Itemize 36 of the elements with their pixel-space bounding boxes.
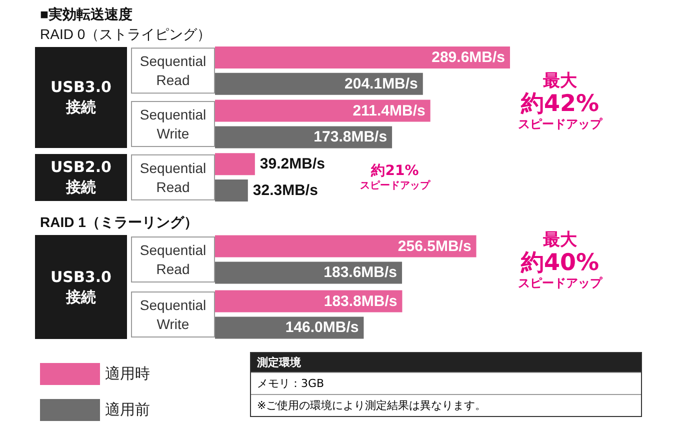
y-tick-label: Sequential Read xyxy=(140,160,206,195)
y-tick-label: Sequential Write xyxy=(140,297,206,332)
data-label: 289.6MB/s xyxy=(432,48,505,66)
text: メモリ：3GB xyxy=(251,372,641,394)
data-label: 183.6MB/s xyxy=(324,264,398,282)
annotation: スピードアップ xyxy=(360,180,430,192)
text: スピードアップ xyxy=(518,276,602,291)
data-label: 183.8MB/s xyxy=(324,292,398,310)
bar xyxy=(215,153,255,176)
legend-label: 適用前 xyxy=(105,402,150,418)
text: 最大 xyxy=(543,71,577,92)
y-tick-label: Sequential Read xyxy=(140,53,206,88)
data-label: 211.4MB/s xyxy=(352,102,426,120)
text: USB3.0 接続 xyxy=(50,267,112,307)
data-label: 146.0MB/s xyxy=(285,319,359,336)
chart-subtitle: RAID 0（ストライピング） xyxy=(40,26,212,42)
data-label: 173.8MB/s xyxy=(314,128,388,146)
data-label: 39.2MB/s xyxy=(260,156,325,173)
text: 最大 xyxy=(543,230,577,251)
text: スピードアップ xyxy=(518,117,602,132)
y-tick-label: Sequential Read xyxy=(140,242,206,277)
text: USB3.0 接続 xyxy=(50,77,112,118)
text: ■実効転送速度 xyxy=(40,6,132,22)
text: 約40% xyxy=(520,250,600,276)
y-tick-label: Sequential Write xyxy=(140,106,206,142)
text: 測定環境 xyxy=(251,353,641,372)
text: ※ご使用の環境により測定結果は異なります。 xyxy=(251,394,641,416)
legend-label: 適用時 xyxy=(105,366,150,382)
text: USB2.0 接続 xyxy=(50,157,112,198)
text: 約42% xyxy=(520,90,600,118)
bar xyxy=(215,180,248,202)
data-label: 32.3MB/s xyxy=(252,182,318,200)
annotation: 約21% xyxy=(371,162,419,180)
data-label: 204.1MB/s xyxy=(344,75,418,92)
chart-title: RAID 1（ミラーリング） xyxy=(40,214,198,230)
data-label: 256.5MB/s xyxy=(398,238,472,255)
